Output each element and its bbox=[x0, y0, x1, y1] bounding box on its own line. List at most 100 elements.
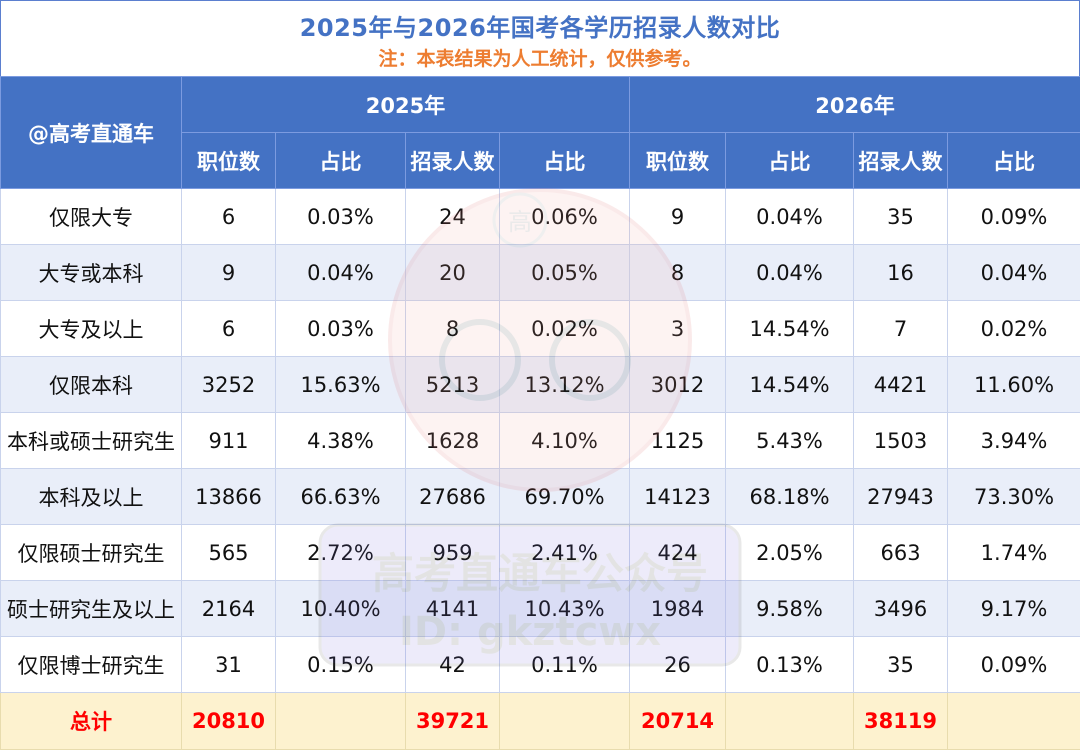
total-cell bbox=[726, 693, 854, 750]
table-cell: 66.63% bbox=[276, 469, 406, 525]
table-cell: 0.05% bbox=[500, 245, 630, 301]
table-cell: 16 bbox=[854, 245, 948, 301]
row-category: 大专及以上 bbox=[1, 301, 182, 357]
table-cell: 0.02% bbox=[500, 301, 630, 357]
table-cell: 424 bbox=[630, 525, 726, 581]
table-cell: 0.04% bbox=[948, 245, 1080, 301]
table-cell: 3496 bbox=[854, 581, 948, 637]
page-title: 2025年与2026年国考各学历招录人数对比 bbox=[0, 8, 1080, 43]
sub-header-0: 职位数 bbox=[182, 133, 276, 189]
table-cell: 3012 bbox=[630, 357, 726, 413]
table-cell: 14123 bbox=[630, 469, 726, 525]
table-cell: 14.54% bbox=[726, 357, 854, 413]
table-cell: 10.40% bbox=[276, 581, 406, 637]
total-cell: 39721 bbox=[406, 693, 500, 750]
table-cell: 9.17% bbox=[948, 581, 1080, 637]
total-cell: 38119 bbox=[854, 693, 948, 750]
table-cell: 24 bbox=[406, 189, 500, 245]
table-cell: 2.41% bbox=[500, 525, 630, 581]
sub-header-5: 占比 bbox=[726, 133, 854, 189]
table-cell: 14.54% bbox=[726, 301, 854, 357]
year-header-2026: 2026年 bbox=[630, 77, 1080, 133]
table-cell: 663 bbox=[854, 525, 948, 581]
sub-header-1: 占比 bbox=[276, 133, 406, 189]
table-cell: 8 bbox=[630, 245, 726, 301]
table-cell: 13866 bbox=[182, 469, 276, 525]
table-cell: 69.70% bbox=[500, 469, 630, 525]
sub-header-7: 占比 bbox=[948, 133, 1080, 189]
table-cell: 73.30% bbox=[948, 469, 1080, 525]
row-category: 本科及以上 bbox=[1, 469, 182, 525]
total-cell: 20714 bbox=[630, 693, 726, 750]
table-cell: 1628 bbox=[406, 413, 500, 469]
table-cell: 11.60% bbox=[948, 357, 1080, 413]
sub-header-6: 招录人数 bbox=[854, 133, 948, 189]
table-cell: 8 bbox=[406, 301, 500, 357]
table-cell: 4141 bbox=[406, 581, 500, 637]
table-cell: 27686 bbox=[406, 469, 500, 525]
table-cell: 0.03% bbox=[276, 301, 406, 357]
sub-header-3: 占比 bbox=[500, 133, 630, 189]
row-category: 大专或本科 bbox=[1, 245, 182, 301]
table-cell: 2164 bbox=[182, 581, 276, 637]
table-cell: 9 bbox=[182, 245, 276, 301]
table-cell: 10.43% bbox=[500, 581, 630, 637]
table-cell: 0.02% bbox=[948, 301, 1080, 357]
table-cell: 0.15% bbox=[276, 637, 406, 693]
table-header: @高考直通车 2025年 2026年 职位数占比招录人数占比职位数占比招录人数占… bbox=[1, 77, 1080, 189]
table-cell: 27943 bbox=[854, 469, 948, 525]
table-cell: 3.94% bbox=[948, 413, 1080, 469]
table-cell: 0.09% bbox=[948, 637, 1080, 693]
table-cell: 20 bbox=[406, 245, 500, 301]
total-cell bbox=[500, 693, 630, 750]
table-cell: 0.09% bbox=[948, 189, 1080, 245]
table-cell: 0.11% bbox=[500, 637, 630, 693]
row-category: 仅限硕士研究生 bbox=[1, 525, 182, 581]
table-cell: 959 bbox=[406, 525, 500, 581]
table-cell: 35 bbox=[854, 189, 948, 245]
comparison-table: @高考直通车 2025年 2026年 职位数占比招录人数占比职位数占比招录人数占… bbox=[0, 76, 1080, 750]
row-category: 仅限博士研究生 bbox=[1, 637, 182, 693]
total-label: 总计 bbox=[1, 693, 182, 750]
table-cell: 565 bbox=[182, 525, 276, 581]
total-cell bbox=[948, 693, 1080, 750]
table-cell: 6 bbox=[182, 189, 276, 245]
table-cell: 3252 bbox=[182, 357, 276, 413]
table-cell: 1.74% bbox=[948, 525, 1080, 581]
year-header-2025: 2025年 bbox=[182, 77, 630, 133]
table-cell: 68.18% bbox=[726, 469, 854, 525]
table-cell: 0.03% bbox=[276, 189, 406, 245]
table-cell: 3 bbox=[630, 301, 726, 357]
table-note: 注：本表结果为人工统计，仅供参考。 bbox=[0, 44, 1080, 71]
table-cell: 1984 bbox=[630, 581, 726, 637]
table-cell: 1125 bbox=[630, 413, 726, 469]
row-category: 本科或硕士研究生 bbox=[1, 413, 182, 469]
table-cell: 9.58% bbox=[726, 581, 854, 637]
corner-label: @高考直通车 bbox=[1, 77, 182, 189]
table-cell: 1503 bbox=[854, 413, 948, 469]
table-cell: 0.04% bbox=[276, 245, 406, 301]
row-category: 仅限本科 bbox=[1, 357, 182, 413]
title-block: 2025年与2026年国考各学历招录人数对比 注：本表结果为人工统计，仅供参考。 bbox=[0, 0, 1080, 76]
sub-header-2: 招录人数 bbox=[406, 133, 500, 189]
sub-header-4: 职位数 bbox=[630, 133, 726, 189]
table-cell: 0.04% bbox=[726, 245, 854, 301]
table-cell: 9 bbox=[630, 189, 726, 245]
table-cell: 7 bbox=[854, 301, 948, 357]
table-cell: 0.13% bbox=[726, 637, 854, 693]
table-cell: 26 bbox=[630, 637, 726, 693]
total-cell: 20810 bbox=[182, 693, 276, 750]
table-cell: 35 bbox=[854, 637, 948, 693]
table-cell: 911 bbox=[182, 413, 276, 469]
